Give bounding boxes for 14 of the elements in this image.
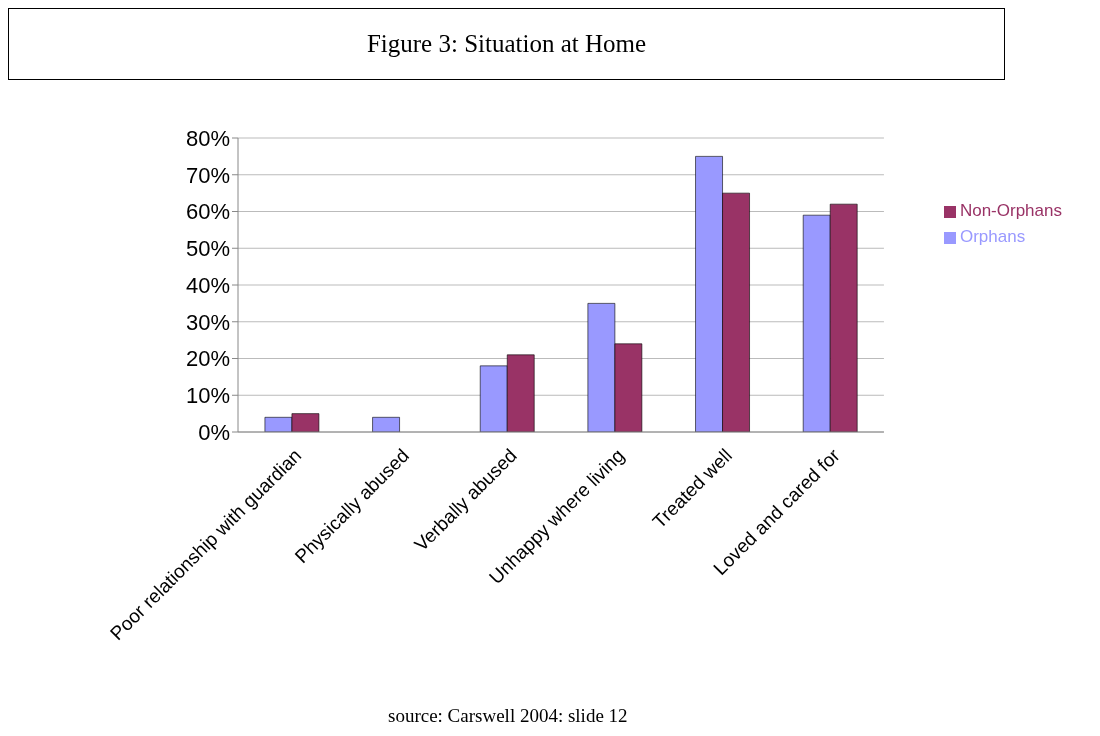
chart-title: Figure 3: Situation at Home [8, 8, 1005, 80]
y-tick-label: 20% [185, 346, 230, 372]
legend-label: Orphans [959, 227, 1026, 246]
y-tick-label: 10% [185, 383, 230, 409]
y-tick-label: 40% [185, 272, 230, 298]
y-tick-label: 0% [198, 419, 230, 445]
y-tick-label: 70% [185, 162, 230, 188]
source-note: source: Carswell 2004: slide 12 [388, 705, 628, 727]
legend-label: Non-Orphans [959, 201, 1062, 220]
y-tick-label: 80% [185, 125, 230, 151]
y-tick-label: 30% [185, 309, 230, 335]
y-tick-label: 60% [185, 199, 230, 225]
y-tick-label: 50% [185, 236, 230, 262]
bar [372, 417, 400, 432]
